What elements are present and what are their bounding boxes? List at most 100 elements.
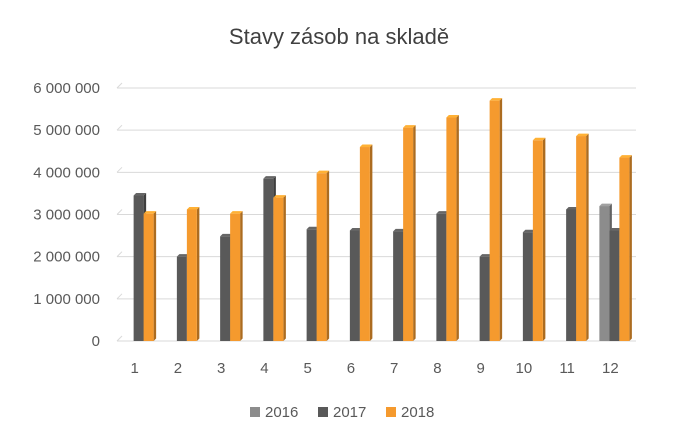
gridline-depth (116, 293, 123, 300)
bar-top (220, 233, 233, 237)
x-tick-label: 6 (347, 360, 355, 377)
gridline-depth (116, 124, 123, 131)
bar-top (532, 137, 546, 141)
bar-side (369, 144, 373, 341)
bar-top (176, 254, 190, 257)
x-tick-label: 10 (516, 360, 533, 377)
legend-swatch (318, 407, 328, 417)
bar-front (599, 206, 610, 341)
x-tick-label: 4 (260, 360, 268, 377)
bar-side (542, 137, 546, 341)
bar-front (230, 213, 241, 341)
bar-front (220, 236, 231, 341)
legend-item-2018: 2018 (386, 404, 434, 421)
bar-side (240, 211, 243, 341)
x-tick-label: 1 (130, 360, 138, 377)
bar-front (306, 229, 317, 341)
bar-top (306, 226, 320, 230)
gridlines (116, 82, 636, 342)
bar-top (263, 176, 276, 179)
bar-top (133, 193, 147, 196)
bar-side (196, 206, 200, 341)
bar-top (446, 115, 459, 118)
bar-2018-6 (359, 144, 373, 341)
bar-side (629, 155, 632, 341)
bar-2018-8 (446, 115, 459, 342)
bar-front (186, 209, 197, 341)
bar-top (143, 211, 157, 214)
bar-front (619, 157, 630, 341)
x-axis-ticks: 1 2 3 4 5 6 7 8 9 10 11 12 (130, 360, 618, 377)
y-tick-label: 6 000 000 (33, 80, 100, 97)
bar-front (609, 230, 620, 341)
legend-swatch (250, 407, 260, 417)
legend-swatch (386, 407, 396, 417)
bars (133, 98, 632, 342)
gridline-depth (116, 209, 123, 215)
bar-front (176, 256, 187, 341)
y-tick-label: 4 000 000 (33, 164, 100, 181)
bar-top (479, 254, 493, 257)
bar-front (133, 195, 144, 341)
bar-2018-7 (403, 125, 416, 342)
bar-2018-10 (532, 137, 546, 341)
y-tick-label: 2 000 000 (33, 249, 100, 266)
bar-top (619, 155, 632, 158)
bar-front (532, 140, 543, 341)
bar-front (479, 256, 490, 341)
bar-top (273, 195, 286, 198)
bar-2018-11 (576, 133, 589, 341)
bar-2018-12 (619, 155, 632, 341)
bar-top (316, 170, 330, 174)
x-tick-label: 8 (433, 360, 441, 377)
bar-top (566, 206, 579, 210)
bar-front (566, 209, 577, 341)
gridline-depth (116, 82, 123, 89)
y-tick-label: 5 000 000 (33, 122, 100, 139)
bar-side (456, 115, 459, 342)
bar-front (273, 197, 284, 341)
y-tick-label: 0 (92, 333, 100, 350)
bar-2018-2 (186, 206, 200, 341)
bar-front (349, 230, 360, 341)
gridline-depth (116, 251, 123, 258)
bar-side (413, 125, 416, 342)
legend-label: 2018 (401, 404, 434, 421)
bar-top (522, 229, 536, 233)
bar-front (522, 232, 533, 341)
bar-front (316, 173, 327, 341)
y-tick-label: 3 000 000 (33, 207, 100, 224)
bar-front (403, 127, 414, 342)
chart-title: Stavy zásob na skladě (229, 24, 449, 49)
bar-top (186, 206, 200, 210)
bar-front (489, 100, 500, 342)
bar-2018-3 (230, 211, 243, 341)
bar-top (576, 133, 589, 137)
bar-top (436, 211, 449, 214)
bar-top (403, 125, 416, 128)
bar-top (349, 228, 363, 231)
bar-top (489, 98, 503, 101)
bar-2018-1 (143, 211, 157, 341)
bar-front (143, 213, 154, 341)
y-tick-label: 1 000 000 (33, 291, 100, 308)
x-tick-label: 9 (476, 360, 484, 377)
bar-front (436, 213, 447, 341)
x-tick-label: 12 (602, 360, 619, 377)
bar-side (153, 211, 157, 341)
bar-front (359, 147, 370, 341)
bar-top (230, 211, 243, 214)
legend: 2016 2017 2018 (250, 404, 434, 421)
x-tick-label: 7 (390, 360, 398, 377)
bar-top (393, 228, 406, 232)
gridline-depth (116, 166, 123, 173)
bar-side (499, 98, 503, 342)
bar-2018-5 (316, 170, 330, 341)
bar-top (359, 144, 373, 148)
legend-label: 2016 (265, 404, 298, 421)
bar-top (609, 228, 622, 231)
bar-side (283, 195, 286, 341)
legend-item-2017: 2017 (318, 404, 366, 421)
